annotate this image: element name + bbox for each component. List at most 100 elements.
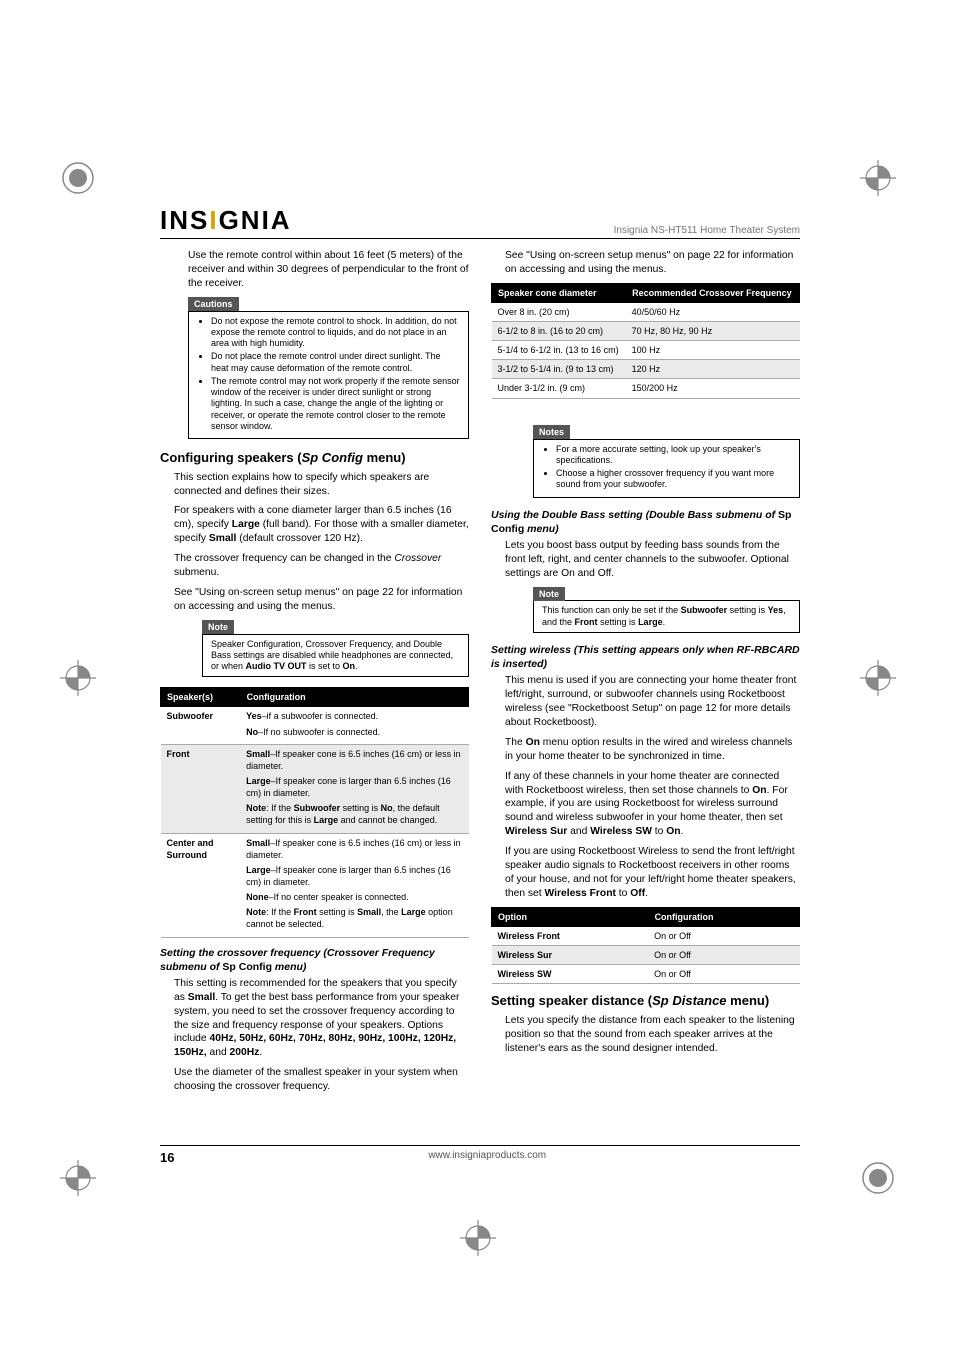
caution-item: The remote control may not work properly…: [211, 376, 460, 432]
table-row: FrontSmall–If speaker cone is 6.5 inches…: [161, 744, 469, 833]
table-header: Speaker(s) Configuration: [161, 688, 469, 707]
th: Option: [492, 907, 649, 926]
cell: Under 3-1/2 in. (9 cm): [492, 379, 626, 398]
table-row: Wireless SWOn or Off: [492, 965, 800, 984]
heading-text: Configuring speakers (: [160, 450, 302, 465]
row-label: Front: [161, 744, 241, 833]
th: Speaker cone diameter: [492, 283, 626, 302]
row-config: Small–If speaker cone is 6.5 inches (16 …: [240, 833, 468, 937]
row-config: Small–If speaker cone is 6.5 inches (16 …: [240, 744, 468, 833]
table-header: Speaker cone diameter Recommended Crosso…: [492, 283, 800, 302]
crossover-freq-table: Speaker cone diameter Recommended Crosso…: [491, 283, 800, 399]
cautions-label: Cautions: [188, 297, 239, 311]
two-column-layout: Use the remote control within about 16 f…: [160, 249, 800, 1100]
cell: 5-1/4 to 6-1/2 in. (13 to 16 cm): [492, 341, 626, 360]
registration-cross-icon: [60, 660, 96, 696]
para: See "Using on-screen setup menus" on pag…: [505, 249, 800, 277]
registration-cross-icon: [860, 160, 896, 196]
table-row: Over 8 in. (20 cm)40/50/60 Hz: [492, 302, 800, 321]
cell: 6-1/2 to 8 in. (16 to 20 cm): [492, 322, 626, 341]
logo-accent: I: [209, 205, 218, 235]
footer-url: www.insigniaproducts.com: [428, 1150, 546, 1165]
note-box: This function can only be set if the Sub…: [533, 600, 800, 633]
option-label: Wireless Sur: [492, 945, 649, 964]
table-row: 3-1/2 to 5-1/4 in. (9 to 13 cm)120 Hz: [492, 360, 800, 379]
note-item: Choose a higher crossover frequency if y…: [556, 468, 791, 491]
para: Lets you specify the distance from each …: [505, 1014, 800, 1056]
para: The On menu option results in the wired …: [505, 736, 800, 764]
remote-intro: Use the remote control within about 16 f…: [188, 249, 469, 291]
option-config: On or Off: [648, 965, 799, 984]
table-header: Option Configuration: [492, 907, 800, 926]
notes-box: For a more accurate setting, look up you…: [533, 439, 800, 498]
caution-item: Do not expose the remote control to shoc…: [211, 316, 460, 350]
option-label: Wireless SW: [492, 965, 649, 984]
cautions-list: Do not expose the remote control to shoc…: [197, 316, 460, 433]
th: Speaker(s): [161, 688, 241, 707]
para: This menu is used if you are connecting …: [505, 674, 800, 730]
option-config: On or Off: [648, 945, 799, 964]
page-footer: 16 www.insigniaproducts.com: [160, 1145, 800, 1165]
note-label: Note: [202, 620, 234, 634]
para: This section explains how to specify whi…: [174, 471, 469, 499]
row-label: Subwoofer: [161, 707, 241, 744]
th: Configuration: [240, 688, 468, 707]
para: See "Using on-screen setup menus" on pag…: [174, 586, 469, 614]
para: The crossover frequency can be changed i…: [174, 552, 469, 580]
heading-ital: Sp Config: [302, 450, 363, 465]
cell: 120 Hz: [626, 360, 800, 379]
caution-item: Do not place the remote control under di…: [211, 351, 460, 374]
registration-cross-icon: [860, 660, 896, 696]
table-row: Center and SurroundSmall–If speaker cone…: [161, 833, 469, 937]
table-row: 5-1/4 to 6-1/2 in. (13 to 16 cm)100 Hz: [492, 341, 800, 360]
para: This setting is recommended for the spea…: [174, 977, 469, 1060]
table-row: SubwooferYes–if a subwoofer is connected…: [161, 707, 469, 744]
registration-cross-icon: [460, 1220, 496, 1256]
speaker-config-table: Speaker(s) Configuration SubwooferYes–if…: [160, 687, 469, 937]
cell: 70 Hz, 80 Hz, 90 Hz: [626, 322, 800, 341]
row-label: Center and Surround: [161, 833, 241, 937]
registration-cross-icon: [60, 1160, 96, 1196]
brand-logo: INSIGNIA: [160, 205, 292, 236]
wireless-heading: Setting wireless (This setting appears o…: [491, 643, 800, 671]
table-row: 6-1/2 to 8 in. (16 to 20 cm)70 Hz, 80 Hz…: [492, 322, 800, 341]
cell: Over 8 in. (20 cm): [492, 302, 626, 321]
registration-disc-icon: [860, 1160, 896, 1196]
note-item: For a more accurate setting, look up you…: [556, 444, 791, 467]
notes-list: For a more accurate setting, look up you…: [542, 444, 791, 491]
table-row: Wireless FrontOn or Off: [492, 926, 800, 945]
table-row: Wireless SurOn or Off: [492, 945, 800, 964]
header-row: INSIGNIA Insignia NS-HT511 Home Theater …: [160, 205, 800, 239]
option-config: On or Off: [648, 926, 799, 945]
option-label: Wireless Front: [492, 926, 649, 945]
wireless-options-table: Option Configuration Wireless FrontOn or…: [491, 907, 800, 985]
th: Recommended Crossover Frequency: [626, 283, 800, 302]
registration-disc-icon: [60, 160, 96, 196]
para: If you are using Rocketboost Wireless to…: [505, 845, 800, 901]
logo-text: GNIA: [219, 205, 292, 235]
para: If any of these channels in your home th…: [505, 770, 800, 839]
th: Configuration: [648, 907, 799, 926]
para: Use the diameter of the smallest speaker…: [174, 1066, 469, 1094]
page-content: INSIGNIA Insignia NS-HT511 Home Theater …: [160, 205, 800, 1100]
cell: 3-1/2 to 5-1/4 in. (9 to 13 cm): [492, 360, 626, 379]
cell: 40/50/60 Hz: [626, 302, 800, 321]
notes-label: Notes: [533, 425, 570, 439]
heading-text: menu): [363, 450, 406, 465]
cell: 150/200 Hz: [626, 379, 800, 398]
right-column: See "Using on-screen setup menus" on pag…: [491, 249, 800, 1100]
note-label: Note: [533, 587, 565, 601]
logo-text: INS: [160, 205, 209, 235]
para: Lets you boost bass output by feeding ba…: [505, 539, 800, 581]
double-bass-heading: Using the Double Bass setting (Double Ba…: [491, 508, 800, 536]
page-number: 16: [160, 1150, 174, 1165]
table-row: Under 3-1/2 in. (9 cm)150/200 Hz: [492, 379, 800, 398]
crossover-heading: Setting the crossover frequency (Crossov…: [160, 946, 469, 974]
row-config: Yes–if a subwoofer is connected.No–If no…: [240, 707, 468, 744]
note-box: Speaker Configuration, Crossover Frequen…: [202, 634, 469, 678]
cautions-box: Do not expose the remote control to shoc…: [188, 311, 469, 440]
left-column: Use the remote control within about 16 f…: [160, 249, 469, 1100]
product-name: Insignia NS-HT511 Home Theater System: [614, 225, 800, 236]
cell: 100 Hz: [626, 341, 800, 360]
para: For speakers with a cone diameter larger…: [174, 504, 469, 546]
